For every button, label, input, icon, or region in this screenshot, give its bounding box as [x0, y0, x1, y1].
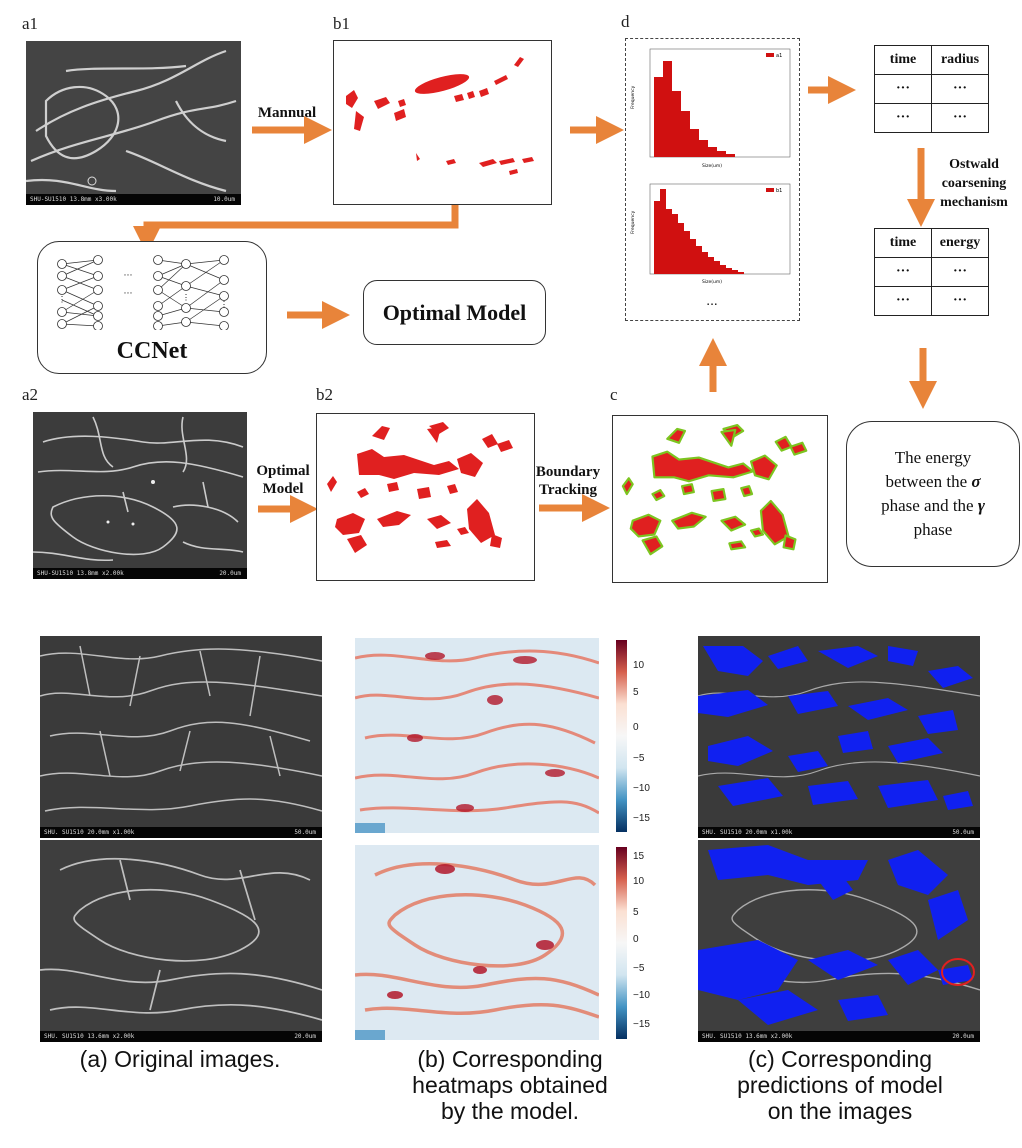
sem-bar: SHU. SU1510 13.6mm x2.00k 20.0um — [40, 1031, 322, 1042]
energy-box: The energy between the σ phase and the γ… — [846, 421, 1020, 567]
heatmap-bottom — [355, 845, 599, 1040]
caption-c: (c) Corresponding predictions of model o… — [737, 1046, 943, 1124]
sem-bar: SHU. SU1510 13.6mm x2.00k 20.0um — [698, 1031, 980, 1042]
colorbar-bot-tick-6: −15 — [633, 1019, 650, 1030]
colorbar-bottom — [616, 847, 627, 1039]
table-time-radius: time radius ··· ··· ··· ··· — [874, 45, 989, 133]
sem-bar: SHU-SU1510 13.8mm x3.00k 10.0um — [26, 194, 241, 205]
svg-text:...: ... — [706, 294, 717, 308]
label-manual: Mannual — [257, 105, 317, 121]
panel-label-a2: a2 — [22, 385, 39, 404]
mask-shapes-b2 — [327, 422, 513, 553]
original-image-bottom: SHU. SU1510 13.6mm x2.00k 20.0um — [40, 840, 322, 1042]
colorbar-top-tick-3: −5 — [633, 753, 645, 764]
colorbar-top-tick-2: 0 — [633, 722, 639, 733]
prediction-image-bottom: SHU. SU1510 13.6mm x2.00k 20.0um — [698, 840, 980, 1042]
flow-arrows — [133, 76, 937, 523]
sem-bar: SHU. SU1510 20.0mm x1.00k 50.0um — [698, 827, 980, 838]
ostwald-label: Ostwald coarsening mechanism — [940, 157, 1008, 210]
svg-text:⋮: ⋮ — [220, 300, 228, 309]
svg-text:⋮: ⋮ — [182, 293, 190, 302]
svg-text:···: ··· — [124, 288, 133, 298]
panel-label-c: c — [610, 385, 618, 404]
panel-label-b1: b1 — [333, 14, 350, 33]
table-time-energy: time energy ··· ··· ··· ··· — [874, 228, 989, 316]
prediction-image-top: SHU. SU1510 20.0mm x1.00k 50.0um — [698, 636, 980, 838]
panel-label-b2: b2 — [316, 385, 333, 404]
ccnet-box: ⋮ ⋮ ⋮ ··· ··· CCNet — [37, 241, 267, 374]
svg-text:Frequency: Frequency — [630, 85, 636, 109]
colorbar-bot-tick-3: 0 — [633, 934, 639, 945]
optimal-model-box: Optimal Model — [363, 280, 546, 345]
sem-image-a2: SHU-SU1510 13.8mm x2.00k 20.0um — [33, 412, 247, 579]
colorbar-bot-tick-4: −5 — [633, 963, 645, 974]
caption-b: (b) Corresponding heatmaps obtained by t… — [412, 1046, 608, 1124]
svg-text:···: ··· — [124, 270, 133, 280]
histogram-panel-d: a1 Frequency Size(um) b1 Frequency Size(… — [625, 38, 800, 321]
boundary-shapes-c — [621, 423, 808, 556]
colorbar-top-tick-1: 5 — [633, 687, 639, 698]
colorbar-top-tick-4: −10 — [633, 783, 650, 794]
label-boundary-tracking: Boundary Tracking — [535, 464, 601, 498]
colorbar-bot-tick-1: 10 — [633, 876, 645, 887]
mask-image-b2 — [316, 413, 535, 581]
highlight-circle — [941, 958, 975, 986]
panel-label-a1: a1 — [22, 14, 39, 33]
original-image-top: SHU. SU1510 20.0mm x1.00k 50.0um — [40, 636, 322, 838]
arrow-to-ccnet — [133, 205, 459, 254]
panel-label-d: d — [621, 12, 630, 31]
svg-text:b1: b1 — [776, 188, 782, 194]
svg-text:⋮: ⋮ — [58, 295, 66, 304]
boundary-image-c — [612, 415, 828, 583]
sem-bar: SHU-SU1510 13.8mm x2.00k 20.0um — [33, 568, 247, 579]
sem-bar: SHU. SU1510 20.0mm x1.00k 50.0um — [40, 827, 322, 838]
colorbar-top — [616, 640, 627, 832]
svg-text:Size(um): Size(um) — [702, 163, 722, 169]
label-optimal-model: Optimal Model — [256, 463, 310, 497]
heatmap-top — [355, 638, 599, 833]
colorbar-bot-tick-0: 15 — [633, 851, 645, 862]
svg-text:a1: a1 — [776, 53, 782, 59]
svg-text:Size(um): Size(um) — [702, 279, 722, 285]
colorbar-top-tick-0: 10 — [633, 660, 645, 671]
svg-text:Frequency: Frequency — [630, 210, 636, 234]
colorbar-bot-tick-2: 5 — [633, 907, 639, 918]
mask-image-b1 — [333, 40, 552, 205]
ccnet-label: CCNet — [116, 338, 188, 364]
sem-image-a1: SHU-SU1510 13.8mm x3.00k 10.0um — [26, 41, 241, 205]
colorbar-bot-tick-5: −10 — [633, 990, 650, 1001]
caption-a: (a) Original images. — [79, 1046, 281, 1072]
colorbar-top-tick-5: −15 — [633, 813, 650, 824]
